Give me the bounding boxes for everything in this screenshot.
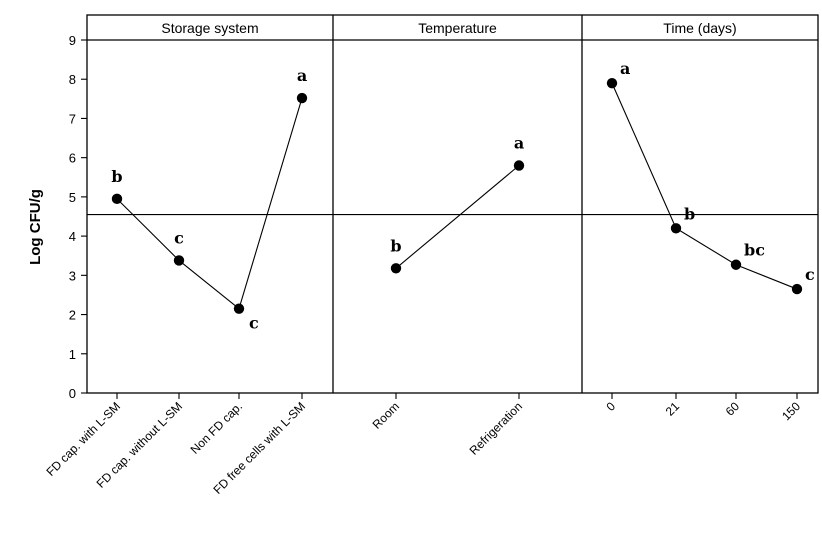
y-tick-label: 8	[69, 72, 76, 87]
series-line	[395, 165, 520, 269]
series-line	[611, 82, 798, 290]
x-tick-label: 150	[779, 399, 803, 423]
x-tick-label: 21	[663, 399, 683, 419]
panel-title: Storage system	[161, 20, 258, 36]
y-tick-label: 3	[69, 268, 76, 283]
significance-letter: a	[620, 59, 630, 78]
data-point	[296, 92, 308, 104]
y-tick-label: 7	[69, 111, 76, 126]
significance-letter: b	[390, 236, 401, 255]
y-tick-label: 0	[69, 386, 76, 401]
x-tick-label: Room	[370, 399, 403, 432]
y-tick-label: 1	[69, 347, 76, 362]
y-tick-label: 4	[69, 229, 76, 244]
significance-letter: a	[514, 134, 524, 153]
x-tick-label: Refrigeration	[467, 399, 525, 457]
plot-frame	[86, 14, 819, 394]
significance-letter: b	[684, 204, 695, 223]
data-point	[606, 77, 618, 89]
significance-letter: c	[174, 228, 184, 247]
x-tick-label: 0	[603, 399, 618, 414]
significance-letter: b	[111, 167, 122, 186]
y-tick-label: 2	[69, 308, 76, 323]
frame-layer	[81, 14, 819, 399]
significance-letter: bc	[744, 241, 765, 260]
y-axis-label: Log CFU/g	[27, 189, 44, 265]
data-point	[513, 160, 525, 171]
data-point	[730, 259, 742, 270]
significance-letter: c	[805, 265, 815, 284]
panel-title: Temperature	[418, 20, 497, 36]
x-tick-label: 60	[723, 399, 743, 419]
series-layer	[111, 77, 803, 314]
data-point	[233, 303, 245, 314]
series-line	[116, 97, 303, 310]
x-tick-label: Non FD cap.	[188, 399, 246, 457]
significance-letter: a	[297, 66, 307, 85]
data-point	[390, 263, 402, 274]
data-point	[173, 255, 185, 266]
y-tick-label: 5	[69, 190, 76, 205]
y-tick-label: 6	[69, 151, 76, 166]
data-point	[791, 283, 803, 295]
significance-letter: c	[249, 314, 259, 333]
panel-title: Time (days)	[663, 20, 736, 36]
data-point	[111, 193, 123, 205]
y-tick-label: 9	[69, 33, 76, 48]
data-point	[670, 223, 682, 234]
